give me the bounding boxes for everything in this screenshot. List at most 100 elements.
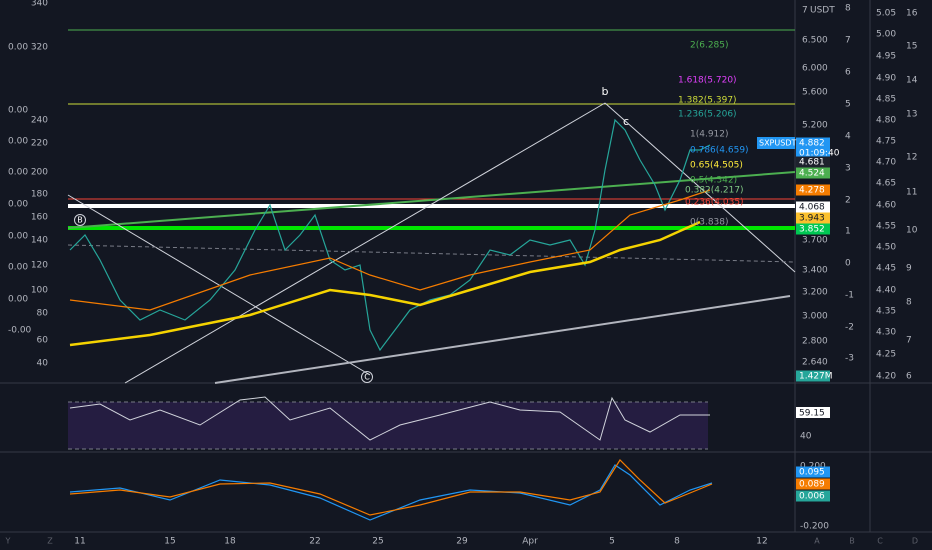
left-axis-label: 60 [37, 336, 49, 346]
axis-label: 7 [906, 336, 912, 346]
price-axis-label: 7 [802, 6, 808, 16]
axis-label: 4.90 [876, 74, 896, 84]
axis-label: 4.25 [876, 350, 896, 360]
macd-tag [796, 490, 830, 502]
signal-line [69, 459, 713, 516]
left-axis-label: 180 [31, 190, 48, 200]
time-axis-label: 11 [74, 537, 85, 547]
macd-axis-label: -0.200 [800, 522, 829, 532]
fib-label: 1(4.912) [690, 130, 729, 140]
rsi-band [68, 402, 708, 449]
price-axis-label: 3.700 [802, 236, 828, 246]
axis-label: 1 [845, 227, 851, 237]
left-axis-label: 140 [31, 236, 48, 246]
axis-label: 4.60 [876, 201, 896, 211]
price-axis-label: 3.000 [802, 312, 828, 322]
axis-label: 11 [906, 188, 917, 198]
left-axis-label: 0.00 [8, 263, 28, 273]
axis-label: 4 [845, 132, 851, 142]
time-axis-label: 5 [609, 537, 615, 547]
price-tag-text: 4.278 [799, 186, 825, 196]
axis-label: 10 [906, 226, 918, 236]
trend-line [67, 194, 371, 376]
macd-tag-text: 0.095 [799, 468, 825, 478]
axis-label: 4.80 [876, 116, 896, 126]
macd-tag-text: 0.089 [799, 480, 825, 490]
left-axis-label: 40 [37, 359, 49, 369]
macd-tag [796, 466, 830, 478]
macd-tag-text: 0.006 [799, 492, 825, 502]
price-tag-text: 4.524 [799, 169, 825, 179]
price-tag-text: 3.852 [799, 225, 825, 235]
trend-line [67, 171, 796, 229]
time-axis-label: 18 [224, 537, 236, 547]
axis-label: 2 [845, 196, 851, 206]
axis-label: 8 [906, 298, 912, 308]
fib-label: 0.382(4.217) [685, 186, 744, 196]
price-tag [796, 137, 830, 149]
drawings [67, 29, 796, 521]
price-tag-text: 1.427M [799, 372, 833, 382]
price-tag-text: 01:09:40 [799, 149, 840, 159]
left-axis-label: 0.00 [8, 200, 28, 210]
moving-average [69, 220, 701, 347]
axis-label: 4.85 [876, 95, 896, 105]
price-tag [796, 370, 830, 382]
trend-line [214, 295, 791, 384]
price-tag [796, 212, 830, 224]
symbol-tag[interactable] [757, 137, 795, 149]
corner-letter: Z [47, 537, 53, 546]
time-axis-label: 8 [674, 537, 680, 547]
price-tag [796, 147, 830, 159]
time-axis-label: 25 [372, 537, 383, 547]
price-tag-text: 4.882 [799, 139, 825, 149]
labels: 0.000.000.000.000.000.000.000.00-0.00340… [5, 0, 919, 547]
wave-label: b [602, 85, 609, 98]
corner-letter: A [814, 537, 820, 546]
axis-label: 5.00 [876, 30, 896, 40]
left-axis-label: 0.00 [8, 43, 28, 53]
price-tag [796, 201, 830, 213]
left-axis-label: 240 [31, 116, 48, 126]
price-axis-label: 2.640 [802, 358, 828, 368]
axis-label: 6 [845, 68, 851, 78]
rsi-tag-text: 59.15 [799, 409, 825, 419]
time-axis-label: 12 [756, 537, 767, 547]
axis-label: 13 [906, 110, 917, 120]
time-axis-label: 15 [164, 537, 175, 547]
trend-line [604, 102, 796, 273]
axis-label: 5.05 [876, 9, 896, 19]
time-axis-label: 29 [456, 537, 468, 547]
rsi-line [69, 396, 710, 441]
axis-label: -3 [845, 354, 854, 364]
axis-label: 5 [845, 100, 851, 110]
left-axis-label: 320 [31, 43, 48, 53]
left-axis-label: 100 [31, 286, 48, 296]
price-tag-text: 4.068 [799, 203, 825, 213]
trend-line [124, 102, 606, 384]
left-axis-label: 220 [31, 139, 48, 149]
fib-label: 1.382(5.397) [678, 96, 737, 106]
fib-label: 0.236(4.035) [685, 198, 744, 208]
axis-label: 9 [906, 264, 912, 274]
axis-label: 12 [906, 153, 917, 163]
left-axis-label: 80 [37, 309, 49, 319]
price-axis-label: 6.500 [802, 36, 828, 46]
macd-line [69, 464, 713, 521]
axis-label: 4.40 [876, 286, 896, 296]
dashed-line [67, 244, 796, 263]
wave-circle [361, 371, 373, 383]
price-axis-label: 3.200 [802, 288, 828, 298]
price-tag-text: 4.681 [799, 158, 825, 168]
macd-tag [796, 478, 830, 490]
axis-label: 15 [906, 42, 917, 52]
left-axis-label: 160 [31, 213, 48, 223]
rsi-level: 40 [800, 432, 812, 442]
axis-label: -2 [845, 323, 854, 333]
axis-label: 16 [906, 9, 918, 19]
axis-label: 6 [906, 372, 912, 382]
price-tag [796, 184, 830, 196]
axis-label: 4.50 [876, 243, 896, 253]
fib-label: 1.618(5.720) [678, 76, 737, 86]
